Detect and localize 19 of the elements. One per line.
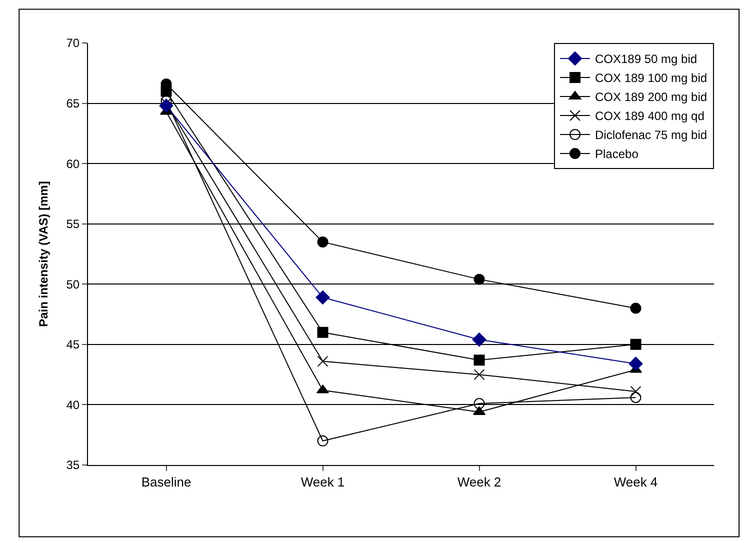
legend-label: Diclofenac 75 mg bid <box>595 128 708 142</box>
legend-label: COX189 50 mg bid <box>595 52 698 66</box>
y-tick-label: 70 <box>66 36 80 50</box>
y-tick-label: 40 <box>66 398 80 412</box>
y-tick-label: 50 <box>66 277 80 292</box>
y-tick-label: 35 <box>66 458 80 472</box>
legend-label: COX 189 200 mg bid <box>595 90 708 104</box>
y-tick-label: 60 <box>66 156 80 171</box>
x-tick-label: Baseline <box>141 474 192 490</box>
x-tick-label: Week 2 <box>457 474 502 490</box>
y-axis-title: Pain intensity (VAS) [mm] <box>36 181 51 327</box>
legend-label: COX 189 400 mg qd <box>595 109 704 124</box>
legend-label: COX 189 100 mg bid <box>595 71 708 86</box>
legend-label: Placebo <box>595 147 639 162</box>
x-tick-label: Week 4 <box>614 474 658 490</box>
y-tick-label: 55 <box>66 217 80 232</box>
x-tick-label: Week 1 <box>300 474 345 490</box>
y-tick-label: 65 <box>66 96 80 110</box>
y-tick-label: 45 <box>66 338 80 352</box>
